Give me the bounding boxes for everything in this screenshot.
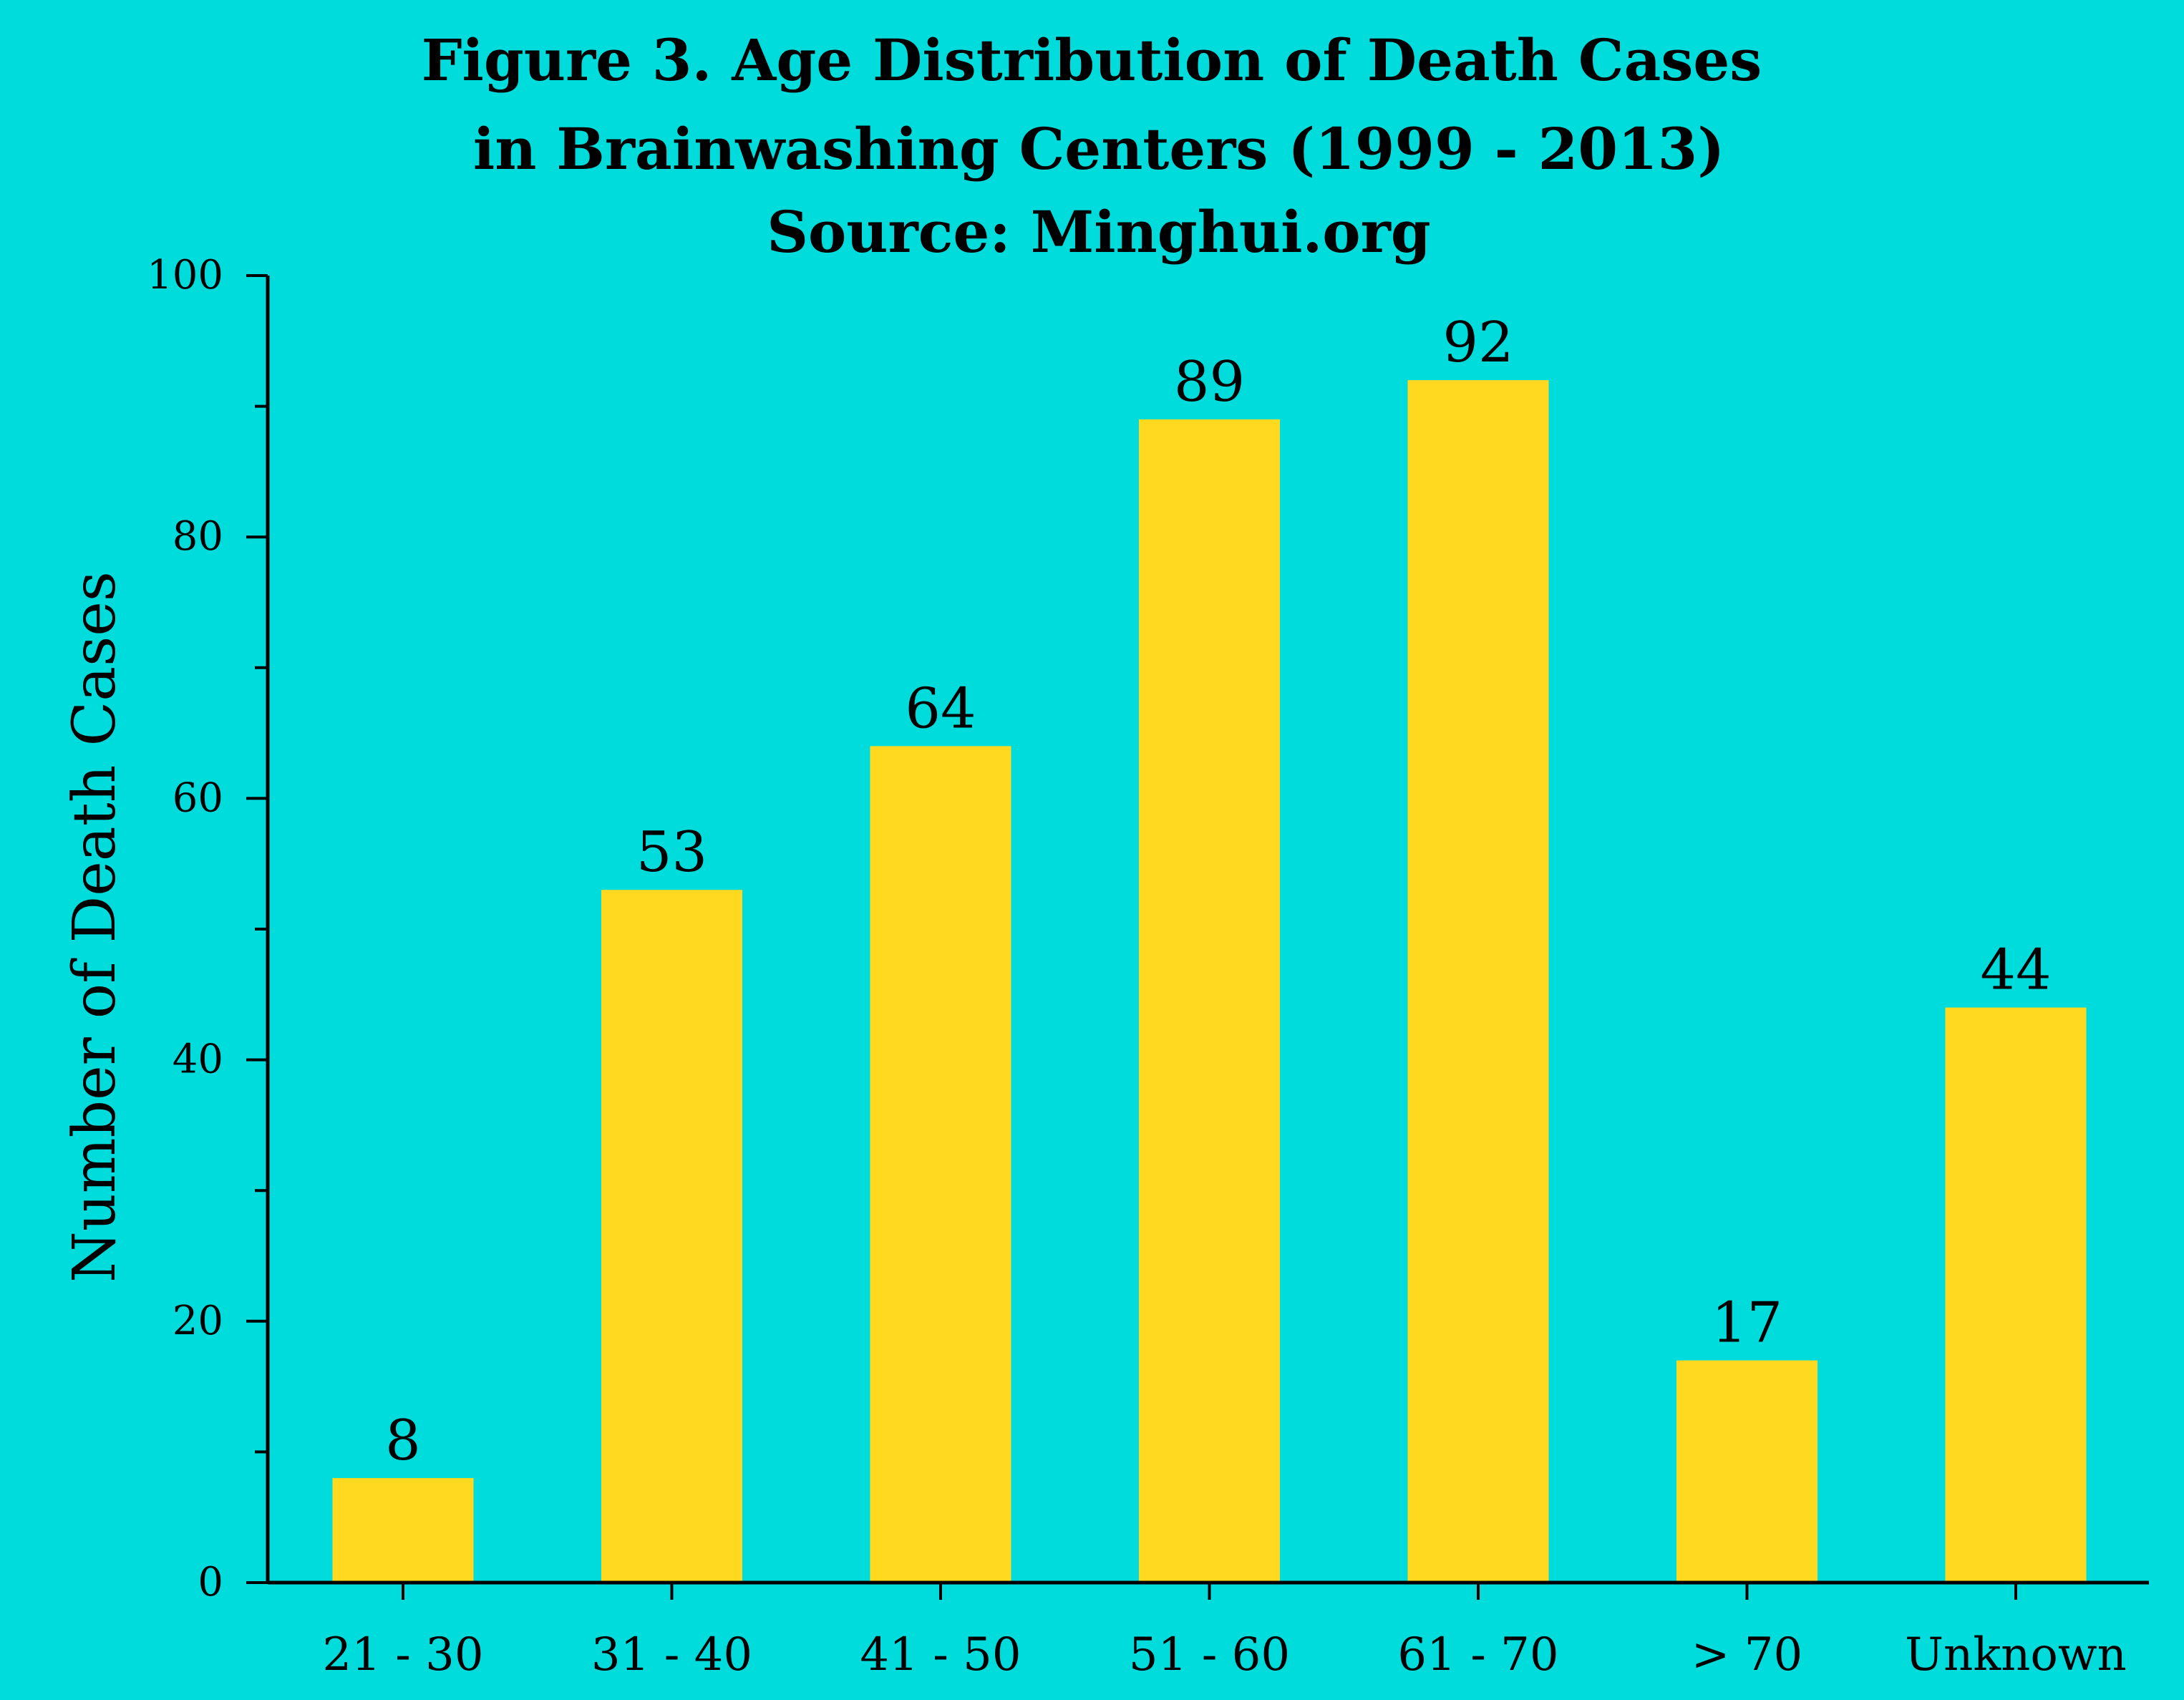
data-label-3: 64 xyxy=(905,676,976,741)
bar-2 xyxy=(601,890,742,1583)
chart-title-line-2: in Brainwashing Centers (1999 - 2013) xyxy=(473,115,1724,183)
chart-title: Figure 3. Age Distribution of Death Case… xyxy=(422,26,1762,266)
data-label-4: 89 xyxy=(1174,350,1245,414)
bar-1 xyxy=(332,1477,474,1583)
chart-title-line-1: Figure 3. Age Distribution of Death Case… xyxy=(422,26,1762,94)
x-tick-label-1: 21 - 30 xyxy=(322,1628,483,1681)
y-tick-label-60: 60 xyxy=(173,774,223,821)
data-label-7: 44 xyxy=(1980,938,2051,1003)
x-tick-label-2: 31 - 40 xyxy=(591,1628,752,1681)
data-label-5: 92 xyxy=(1442,311,1513,375)
x-tick-label-4: 51 - 60 xyxy=(1129,1628,1290,1681)
y-tick-label-100: 100 xyxy=(147,252,223,298)
y-tick-label-40: 40 xyxy=(173,1036,223,1083)
bar-3 xyxy=(870,746,1011,1583)
y-axis-title: Number of Death Cases xyxy=(61,571,129,1283)
data-label-2: 53 xyxy=(636,820,707,885)
bar-6 xyxy=(1676,1360,1817,1583)
bar-5 xyxy=(1407,380,1549,1583)
y-tick-label-20: 20 xyxy=(173,1298,223,1344)
x-tick-label-5: 61 - 70 xyxy=(1397,1628,1558,1681)
data-label-1: 8 xyxy=(385,1409,421,1473)
data-label-6: 17 xyxy=(1712,1291,1782,1356)
x-tick-label-7: Unknown xyxy=(1905,1628,2127,1681)
x-tick-label-6: > 70 xyxy=(1692,1628,1802,1681)
bar-7 xyxy=(1945,1007,2087,1583)
y-tick-label-0: 0 xyxy=(198,1559,223,1606)
plot-area: 8 21 - 30 53 31 - 40 64 41 - 50 89 51 - 60 92 61 … xyxy=(147,252,2149,1681)
chart-title-line-3: Source: Minghui.org xyxy=(767,198,1431,266)
bar-4 xyxy=(1139,419,1280,1583)
y-tick-label-80: 80 xyxy=(173,513,223,560)
x-tick-label-3: 41 - 50 xyxy=(860,1628,1021,1681)
